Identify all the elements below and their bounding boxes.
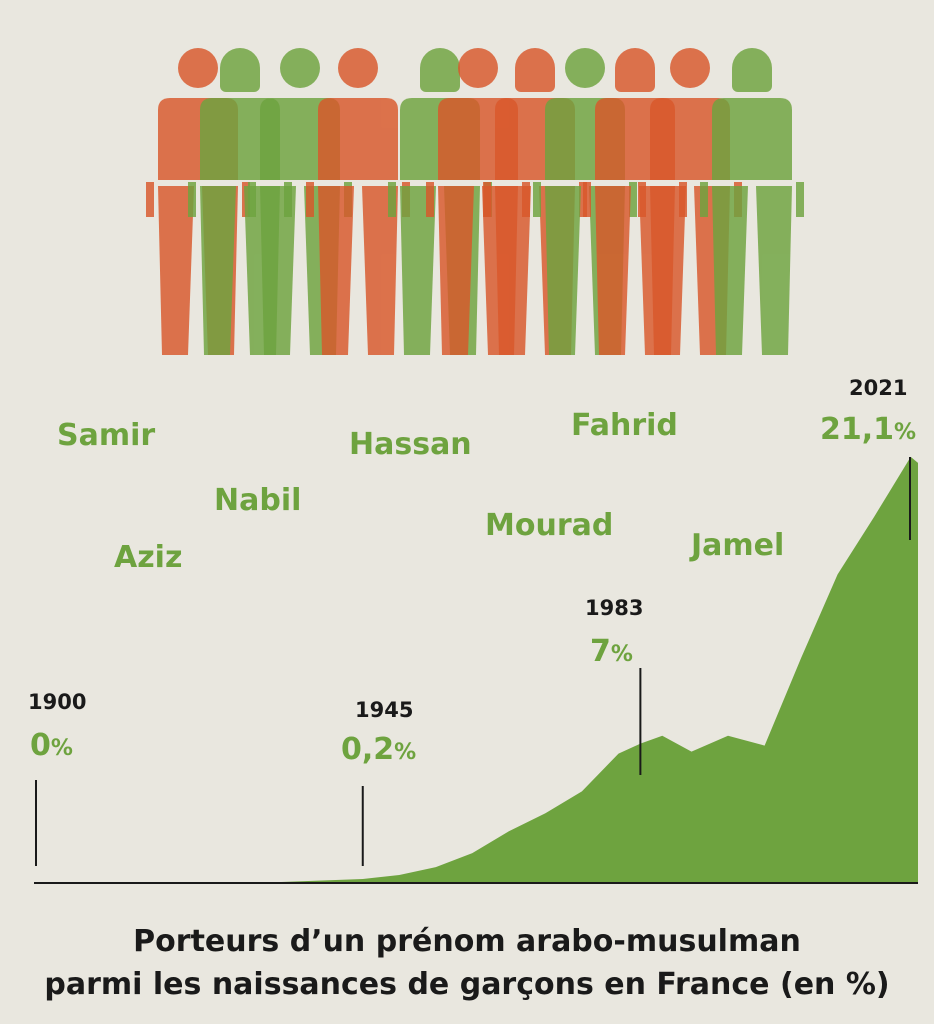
annotation-year-1983: 1983 [585,596,644,620]
chart-title: Porteurs d’un prénom arabo-musulman [133,924,801,959]
people-crowd-icon [146,48,804,355]
annotation-value-1900: 0% [30,728,73,763]
annotation-year-2021: 2021 [849,376,908,400]
name-fahrid: Fahrid [571,408,678,443]
name-nabil: Nabil [214,483,302,518]
name-aziz: Aziz [114,540,183,575]
annotation-value-1945: 0,2% [341,732,417,767]
series-area [34,456,918,883]
name-hassan: Hassan [349,427,472,462]
name-samir: Samir [57,418,156,453]
annotation-year-1945: 1945 [355,698,414,722]
annotation-value-1983: 7% [590,634,633,669]
area-chart [34,456,918,884]
name-mourad: Mourad [485,508,614,543]
annotation-value-2021: 21,1% [820,412,917,447]
chart-subtitle: parmi les naissances de garçons en Franc… [44,967,890,1002]
annotation-year-1900: 1900 [28,690,87,714]
name-jamel: Jamel [691,528,785,563]
